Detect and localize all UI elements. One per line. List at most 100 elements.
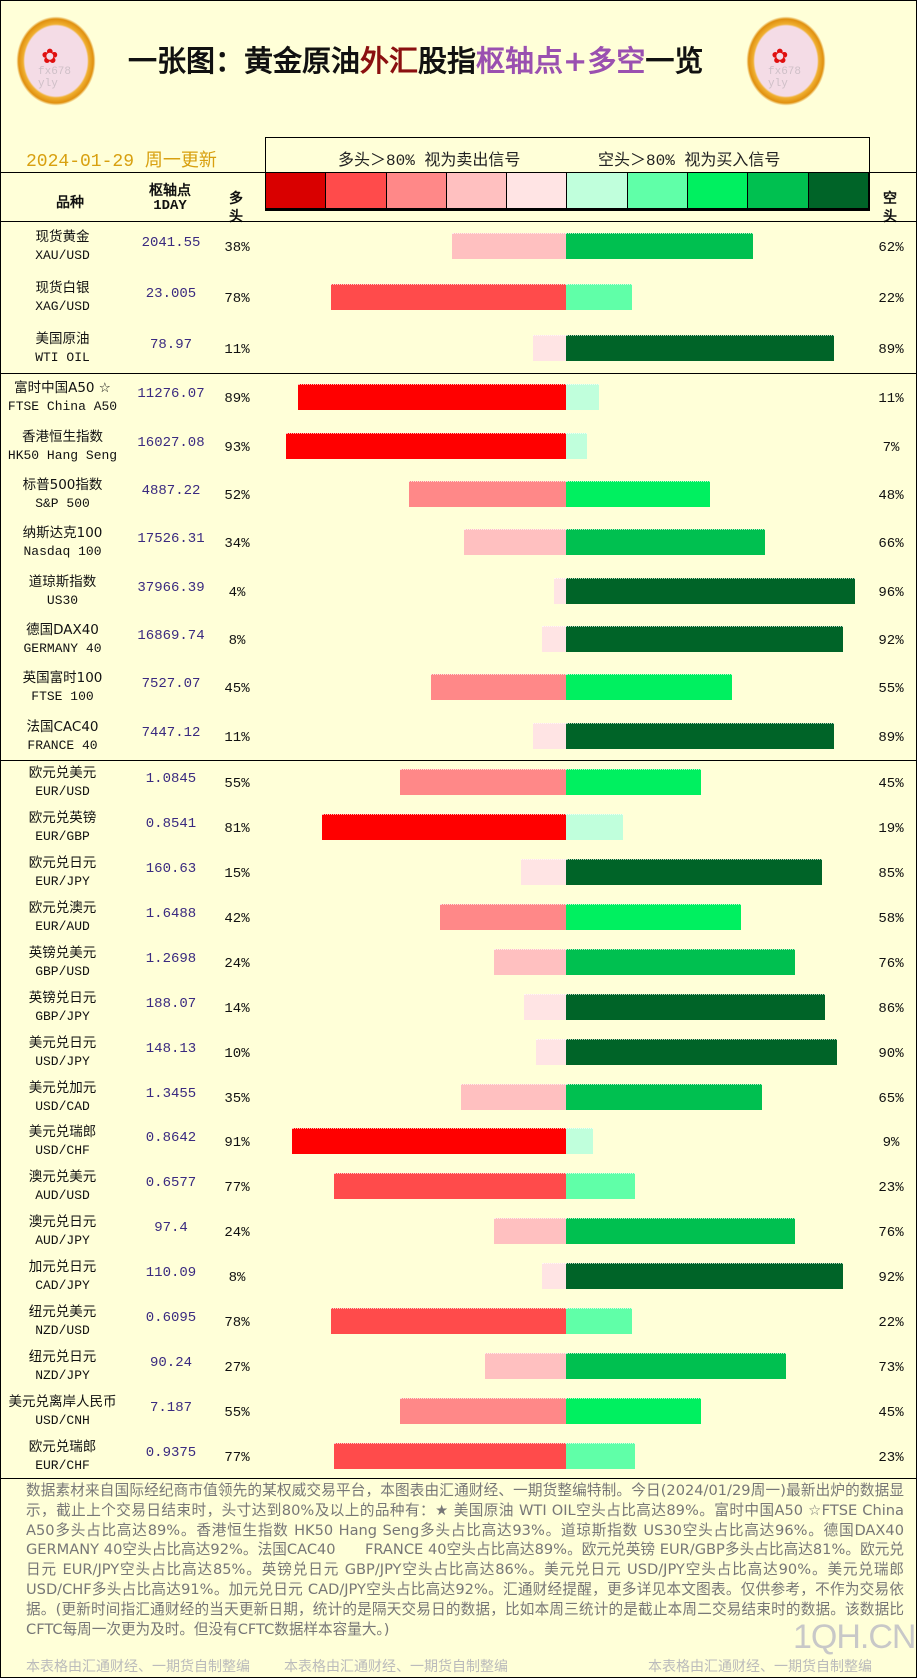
table-row: 澳元兑日元 AUD/JPY 97.4 24% 76% [0, 1209, 917, 1254]
long-bar [334, 1442, 566, 1469]
pivot-value: 110.09 [145, 1265, 197, 1282]
long-percent: 11% [224, 729, 250, 746]
long-bar [541, 626, 566, 653]
col-name-header: 品种 [56, 195, 84, 211]
short-percent: 22% [878, 290, 904, 307]
short-bar [566, 480, 711, 507]
instrument-name: 欧元兑瑞郎 EUR/CHF [28, 1438, 97, 1473]
table-row: 欧元兑澳元 EUR/AUD 1.6488 42% 58% [0, 895, 917, 940]
legend: 多头＞80% 视为卖出信号 空头＞80% 视为买入信号 [265, 137, 870, 173]
short-percent: 45% [878, 1404, 904, 1421]
long-percent: 52% [224, 487, 250, 504]
instrument-name: 英镑兑日元 GBP/JPY [28, 989, 97, 1024]
short-percent: 92% [878, 1270, 904, 1287]
long-percent: 45% [224, 681, 250, 698]
pivot-value: 1.3455 [145, 1085, 197, 1102]
pivot-value: 90.24 [149, 1354, 192, 1371]
pivot-value: 7527.07 [141, 676, 201, 693]
table-row: 英国富时100 FTSE 100 7527.07 45% 55% [0, 663, 917, 711]
instrument-name: 纳斯达克100 Nasdaq 100 [22, 525, 103, 560]
table-row: 纽元兑美元 NZD/USD 0.6095 78% 22% [0, 1299, 917, 1344]
pivot-value: 4887.22 [141, 482, 201, 499]
pivot-value: 0.8642 [145, 1130, 197, 1147]
pivot-value: 0.6577 [145, 1175, 197, 1192]
pivot-value: 1.0845 [145, 771, 197, 788]
long-bar [553, 577, 566, 604]
short-bar [566, 233, 753, 260]
short-bar [566, 283, 633, 310]
long-bar [334, 1173, 566, 1200]
short-percent: 89% [878, 341, 904, 358]
pivot-value: 17526.31 [137, 531, 205, 548]
short-bar [566, 948, 795, 975]
instrument-name: 纽元兑日元 NZD/JPY [28, 1348, 97, 1383]
short-bar [566, 384, 600, 411]
long-bar [484, 1352, 566, 1379]
page-title: 一张图：黄金原油外汇股指枢轴点+多空一览 [128, 44, 704, 78]
short-percent: 92% [878, 633, 904, 650]
short-percent: 55% [878, 681, 904, 698]
table-row: 标普500指数 S&P 500 4887.22 52% 48% [0, 470, 917, 518]
instrument-name: 美元兑瑞郎 USD/CHF [28, 1124, 97, 1159]
long-bar [331, 283, 566, 310]
short-bar [566, 1263, 843, 1290]
long-bar [400, 1397, 566, 1424]
long-bar [541, 1263, 566, 1290]
short-bar [566, 529, 765, 556]
short-percent: 85% [878, 866, 904, 883]
update-date: 2024-01-29 周一更新 [26, 152, 217, 172]
long-bar [439, 904, 566, 931]
instrument-name: 标普500指数 S&P 500 [22, 476, 103, 511]
long-bar [292, 1128, 566, 1155]
site-watermark: 1QH.CN [793, 1618, 916, 1656]
pivot-value: 23.005 [145, 285, 197, 302]
table-row: 英镑兑日元 GBP/JPY 188.07 14% 86% [0, 984, 917, 1029]
table-row: 纳斯达克100 Nasdaq 100 17526.31 34% 66% [0, 518, 917, 566]
long-bar [493, 1218, 566, 1245]
color-swatch [386, 173, 447, 208]
short-percent: 73% [878, 1359, 904, 1376]
instrument-name: 欧元兑澳元 EUR/AUD [28, 900, 97, 935]
divider [0, 221, 917, 222]
short-bar [566, 1218, 795, 1245]
instrument-name: 美元兑离岸人民币 USD/CNH [8, 1393, 117, 1428]
instrument-name: 道琼斯指数 US30 [28, 573, 97, 608]
short-percent: 90% [878, 1045, 904, 1062]
long-percent: 77% [224, 1449, 250, 1466]
short-percent: 48% [878, 487, 904, 504]
logo-right: ✿ fx678 yly [746, 16, 826, 106]
pivot-value: 0.8541 [145, 816, 197, 833]
long-percent: 81% [224, 821, 250, 838]
table-row: 美元兑瑞郎 USD/CHF 0.8642 91% 9% [0, 1119, 917, 1164]
long-percent: 8% [228, 1270, 246, 1287]
instrument-name: 德国DAX40 GERMANY 40 [23, 622, 102, 657]
instrument-name: 现货白银 XAG/USD [35, 279, 90, 314]
long-bar [493, 948, 566, 975]
long-bar [430, 674, 566, 701]
short-bar [566, 674, 732, 701]
long-percent: 93% [224, 439, 250, 456]
long-bar [463, 529, 566, 556]
short-bar [566, 432, 588, 459]
short-percent: 7% [882, 439, 900, 456]
short-percent: 23% [878, 1449, 904, 1466]
long-percent: 11% [224, 341, 250, 358]
instrument-name: 美元兑日元 USD/JPY [28, 1034, 97, 1069]
pivot-value: 16027.08 [137, 434, 205, 451]
long-bar [532, 334, 566, 361]
short-percent: 65% [878, 1090, 904, 1107]
long-bar [322, 814, 566, 841]
pivot-value: 78.97 [149, 336, 192, 353]
pivot-value: 11276.07 [137, 386, 205, 403]
table-row: 加元兑日元 CAD/JPY 110.09 8% 92% [0, 1254, 917, 1299]
instrument-name: 现货黄金 XAU/USD [35, 229, 90, 264]
short-bar [566, 769, 702, 796]
instrument-name: 法国CAC40 FRANCE 40 [26, 718, 99, 753]
instrument-name: 澳元兑美元 AUD/USD [28, 1169, 97, 1204]
instrument-name: 富时中国A50 ☆ FTSE China A50 [7, 380, 118, 415]
color-swatch [507, 173, 568, 208]
table-row: 欧元兑瑞郎 EUR/CHF 0.9375 77% 23% [0, 1433, 917, 1478]
credit: 本表格由汇通财经、一期货自制整编 [648, 1659, 872, 1675]
color-scale [265, 172, 870, 211]
pivot-value: 0.6095 [145, 1309, 197, 1326]
